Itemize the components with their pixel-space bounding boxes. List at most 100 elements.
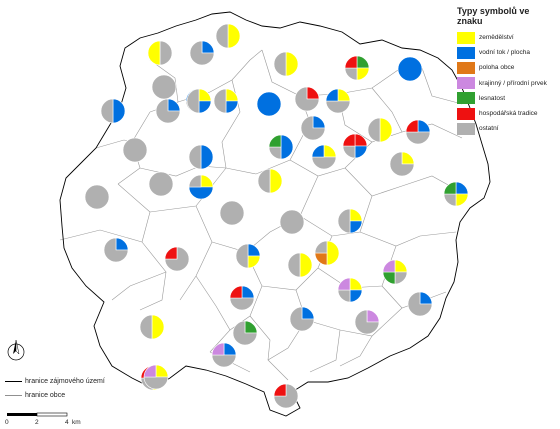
municipality-pie bbox=[382, 259, 408, 285]
pie-slice-voda bbox=[312, 115, 326, 129]
pie-slice-zemedelstvi bbox=[379, 117, 393, 143]
pie-slice-ostatni bbox=[186, 88, 200, 114]
pie-slice-hospodarska bbox=[405, 119, 419, 133]
pie-slice-zemedelstvi bbox=[227, 23, 241, 49]
pie-slice-hospodarska bbox=[229, 285, 243, 299]
pie-slice-ostatni bbox=[394, 271, 408, 285]
pie-slice-zemedelstvi bbox=[247, 255, 261, 269]
municipality-pie bbox=[256, 91, 282, 117]
municipality-pie bbox=[143, 364, 169, 390]
municipality-pie bbox=[189, 40, 215, 66]
legend-title: Typy symbolů ve znaku bbox=[457, 6, 530, 26]
pie-slice-ostatni bbox=[279, 209, 305, 235]
scale-label-2: 2 bbox=[35, 419, 39, 426]
pie-slice-ostatni bbox=[151, 74, 177, 100]
pie-slice-voda bbox=[201, 40, 215, 54]
pie-slice-zemedelstvi bbox=[151, 314, 165, 340]
pie-slice-voda bbox=[349, 289, 363, 303]
legend-label: poloha obce bbox=[479, 64, 515, 72]
pie-slice-ostatni bbox=[367, 117, 381, 143]
pie-slice-ostatni bbox=[337, 208, 351, 234]
municipality-pie bbox=[164, 246, 190, 272]
pie-slice-zemedelstvi bbox=[147, 40, 161, 66]
pie-slice-lesnatost bbox=[382, 271, 396, 285]
pie-slice-zemedelstvi bbox=[225, 88, 239, 102]
municipality-pie bbox=[314, 240, 340, 266]
pie-slice-ostatni bbox=[211, 354, 237, 368]
pie-slice-ostatni bbox=[148, 171, 174, 197]
pie-slice-voda bbox=[417, 119, 431, 133]
north-arrow-icon bbox=[7, 339, 25, 361]
pie-slice-ostatni bbox=[257, 168, 271, 194]
pie-slice-ostatni bbox=[325, 100, 351, 114]
boundary-legend-label: hranice obce bbox=[25, 392, 66, 399]
pie-slice-ostatni bbox=[405, 131, 431, 145]
pie-slice-ostatni bbox=[273, 51, 287, 77]
legend: Typy symbolů ve znaku zemědělství vodní … bbox=[457, 6, 557, 136]
pie-slice-ostatni bbox=[155, 98, 181, 124]
boundary-legend-label: hranice zájmového území bbox=[25, 378, 105, 385]
pie-slice-ostatni bbox=[337, 289, 351, 303]
municipality-pie bbox=[289, 306, 315, 332]
legend-label: lesnatost bbox=[479, 94, 506, 102]
municipality-pie bbox=[155, 98, 181, 124]
pie-slice-krajinny bbox=[143, 364, 157, 378]
scale-bar bbox=[7, 412, 68, 417]
municipality-pie bbox=[397, 56, 423, 82]
pie-slice-ostatni bbox=[188, 174, 202, 188]
municipality-pie bbox=[325, 88, 351, 114]
pie-slice-ostatni bbox=[311, 156, 337, 170]
legend-swatch bbox=[457, 77, 475, 90]
legend-swatch bbox=[457, 31, 475, 44]
municipality-pie bbox=[147, 40, 173, 66]
municipality-pie bbox=[279, 209, 305, 235]
pie-slice-zemedelstvi bbox=[285, 51, 299, 77]
municipality-pie bbox=[342, 133, 368, 159]
pie-slice-lesnatost bbox=[356, 55, 370, 69]
legend-label: zemědělství bbox=[479, 34, 514, 42]
pie-slice-lesnatost bbox=[443, 181, 457, 195]
municipality-pie bbox=[229, 285, 255, 311]
boundary-legend-study-area: hranice zájmového území bbox=[5, 378, 135, 385]
pie-slice-voda bbox=[200, 144, 214, 170]
pie-slice-krajinny bbox=[366, 309, 380, 323]
pie-slice-ostatni bbox=[294, 86, 320, 112]
pie-slice-ostatni bbox=[139, 314, 153, 340]
pie-slice-ostatni bbox=[389, 151, 415, 177]
pie-slice-ostatni bbox=[103, 237, 129, 263]
municipality-pie bbox=[407, 291, 433, 317]
pie-slice-ostatni bbox=[188, 144, 202, 170]
legend-swatch bbox=[457, 107, 475, 120]
pie-slice-ostatni bbox=[232, 320, 258, 346]
pie-slice-zemedelstvi bbox=[455, 193, 469, 207]
pie-slice-zemedelstvi bbox=[326, 240, 340, 266]
municipality-pie bbox=[405, 119, 431, 145]
pie-slice-ostatni bbox=[235, 243, 249, 269]
pie-slice-ostatni bbox=[143, 376, 169, 390]
legend-item-voda: vodní tok / plocha bbox=[457, 45, 557, 60]
municipality-pie bbox=[300, 115, 326, 141]
study-area-line-swatch bbox=[5, 381, 22, 382]
pie-slice-krajinny bbox=[382, 259, 396, 273]
pie-slice-zemedelstvi bbox=[356, 67, 370, 81]
pie-slice-ostatni bbox=[159, 40, 173, 66]
pie-slice-zemedelstvi bbox=[337, 88, 351, 102]
municipality-pie bbox=[443, 181, 469, 207]
municipality-pie bbox=[354, 309, 380, 335]
pie-slice-lesnatost bbox=[244, 320, 258, 334]
scale-label-0: 0 bbox=[5, 419, 9, 426]
legend-item-zemedelstvi: zemědělství bbox=[457, 30, 557, 45]
municipality-pie bbox=[273, 383, 299, 409]
pie-slice-ostatni bbox=[219, 200, 245, 226]
pie-slice-voda bbox=[167, 98, 181, 112]
pie-slice-voda bbox=[225, 100, 239, 114]
pie-slice-ostatni bbox=[354, 309, 380, 335]
scale-label-unit: km bbox=[72, 419, 81, 426]
pie-slice-ostatni bbox=[300, 115, 326, 141]
pie-slice-voda bbox=[112, 98, 126, 124]
municipality-pie bbox=[188, 174, 214, 200]
municipality-pie bbox=[294, 86, 320, 112]
municipality-pie bbox=[235, 243, 261, 269]
municipality-pie bbox=[337, 277, 363, 303]
